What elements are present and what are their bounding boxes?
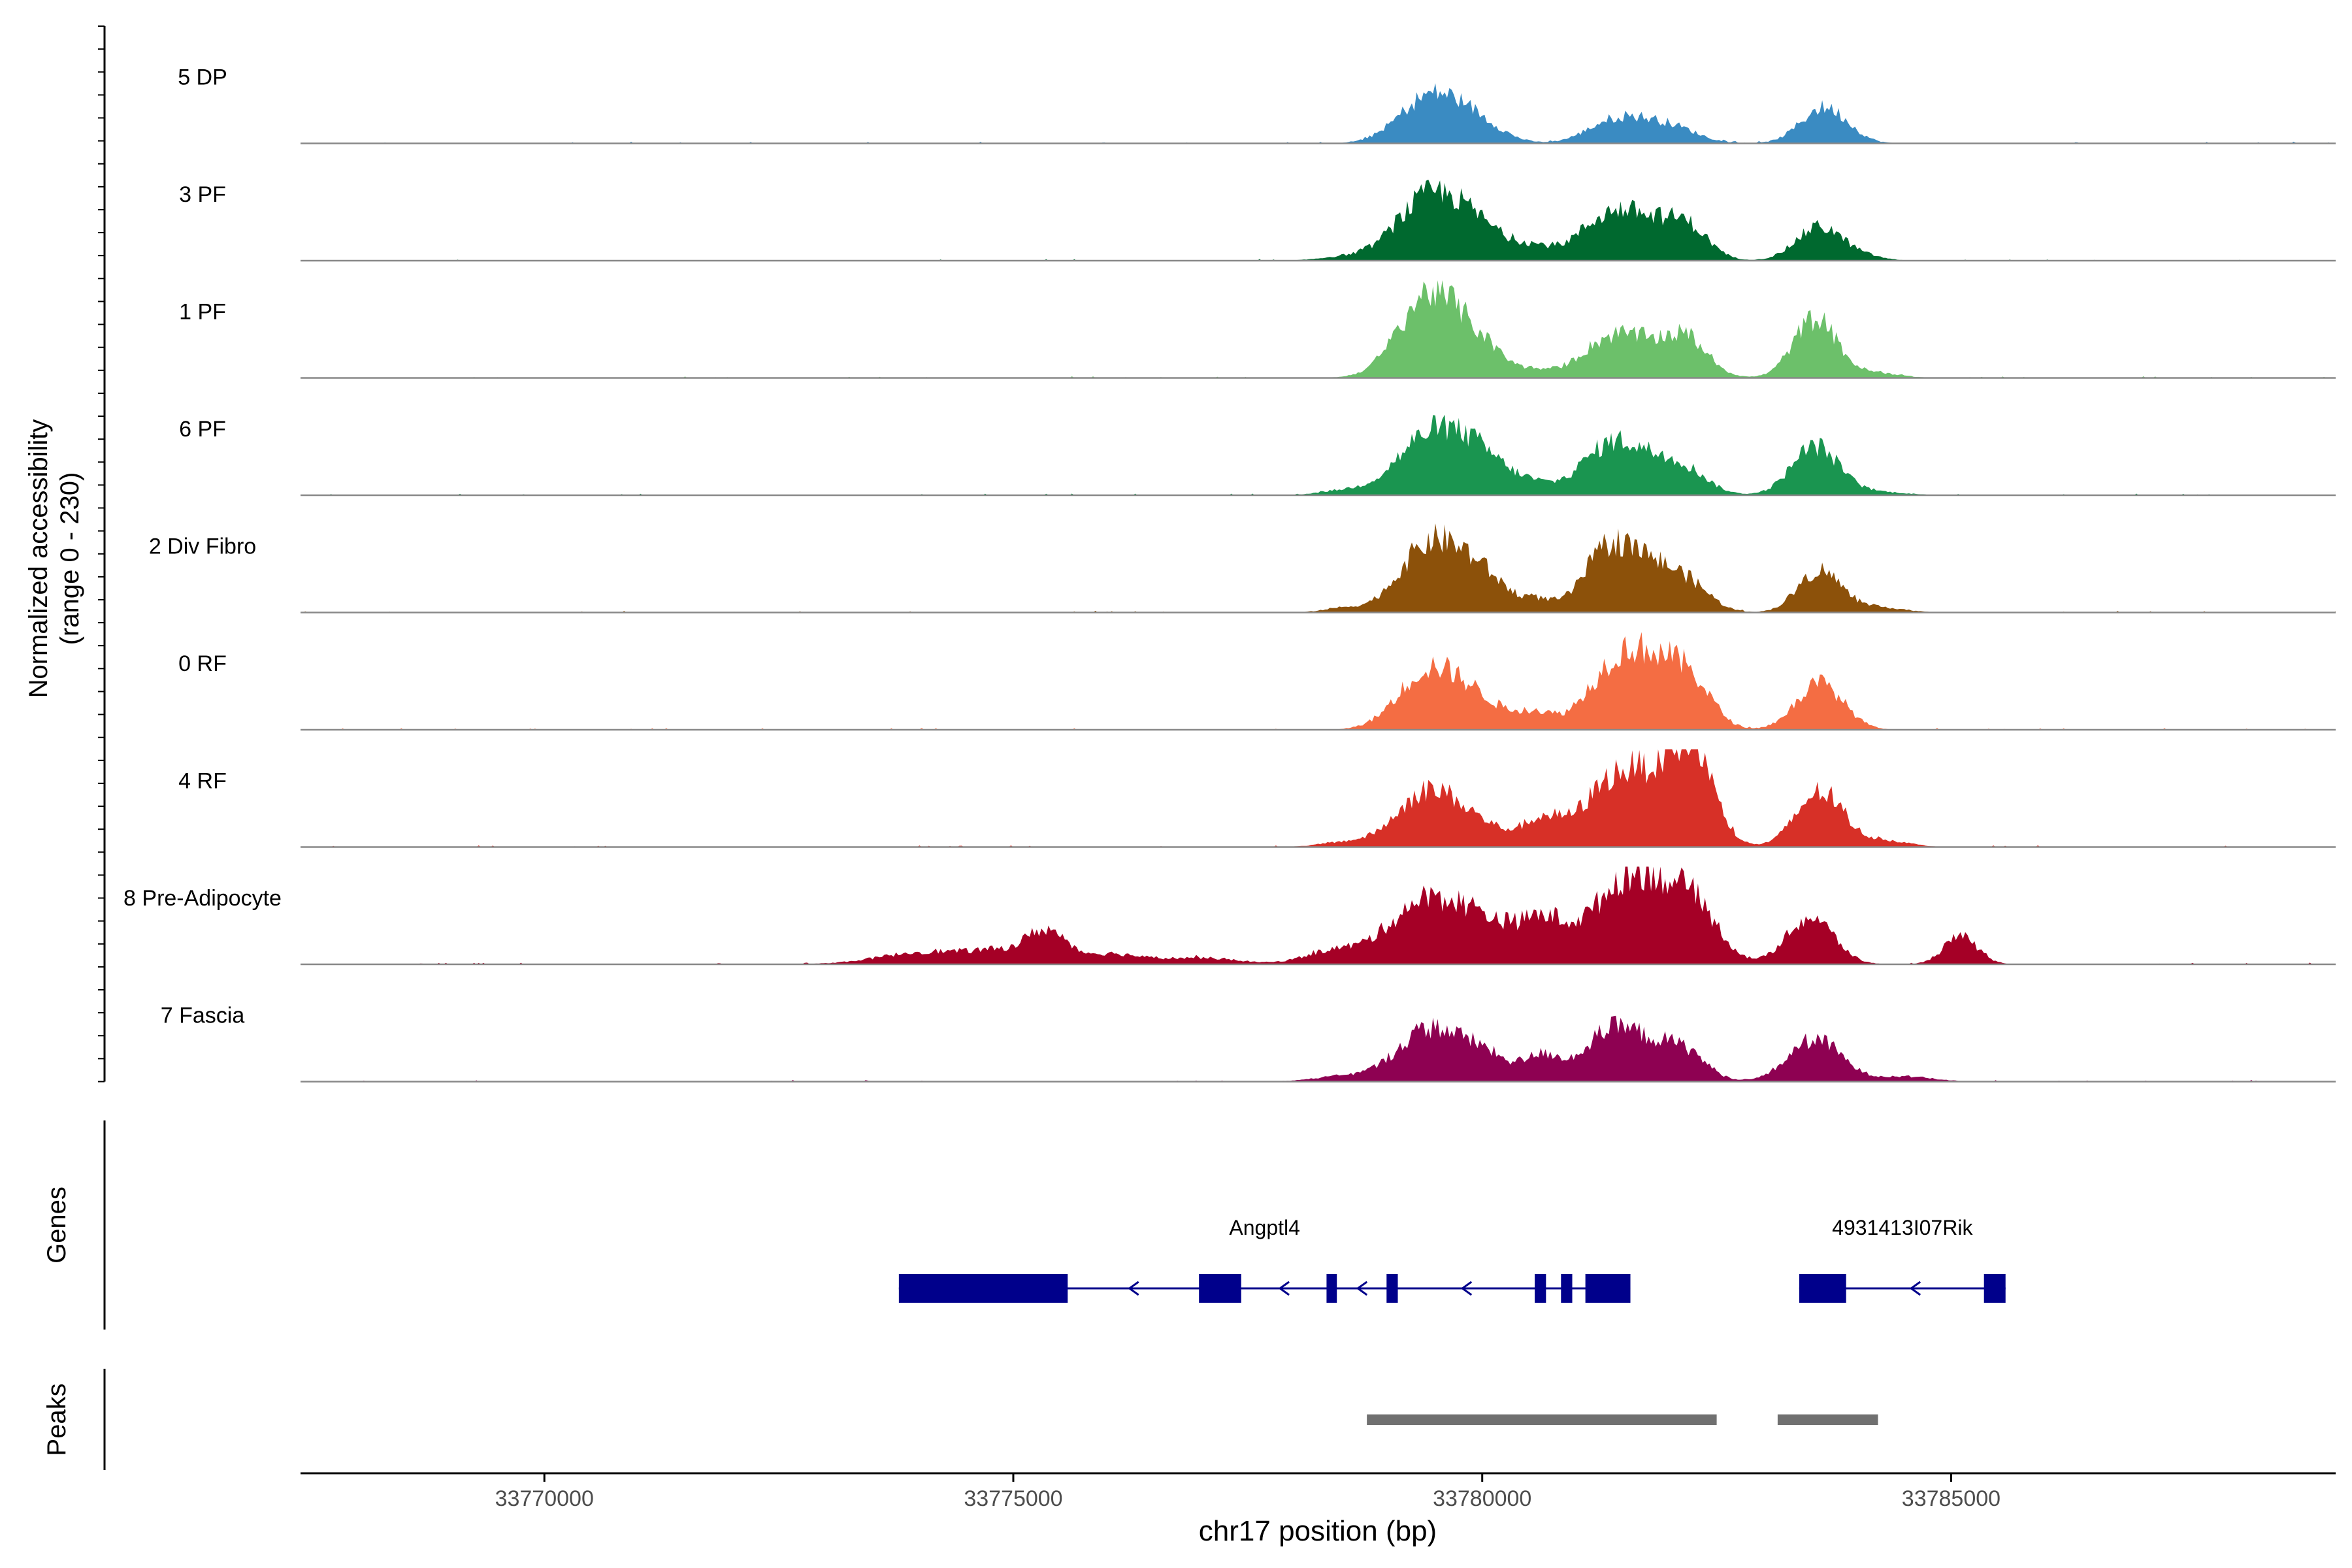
gene-4931413i07rik: 4931413I07Rik xyxy=(1799,1216,2006,1303)
gene-exon xyxy=(1326,1274,1337,1303)
x-tick-label: 33780000 xyxy=(1433,1486,1531,1511)
track-label: 8 Pre-Adipocyte xyxy=(123,886,282,911)
gene-name-label: Angptl4 xyxy=(1229,1216,1300,1239)
track-3-pf: 3 PF xyxy=(179,180,2336,262)
strand-arrow xyxy=(1278,1281,1290,1296)
gene-angptl4: Angptl4 xyxy=(898,1216,1631,1303)
peak-region-bar xyxy=(1777,1414,1878,1425)
coverage-area xyxy=(301,632,2336,730)
gene-name-label: 4931413I07Rik xyxy=(1832,1216,1973,1239)
track-0-rf: 0 RF xyxy=(178,632,2336,731)
strand-arrow xyxy=(1460,1281,1473,1296)
gene-exon xyxy=(1585,1274,1631,1303)
peak-region-bar xyxy=(1367,1414,1717,1425)
coverage-area xyxy=(301,749,2336,847)
gene-exon xyxy=(1199,1274,1241,1303)
strand-arrow xyxy=(1128,1281,1139,1296)
coverage-tracks: 5 DP 3 PF 1 PF 6 PF 2 Div Fibro 0 RF 4 RF 8 Pre… xyxy=(123,65,2336,1083)
accessibility-y-axis xyxy=(98,25,106,1083)
position-x-axis: 33770000 33775000 33780000 33785000 xyxy=(495,1473,2001,1511)
track-6-pf: 6 PF xyxy=(179,414,2336,497)
x-tick-label: 33785000 xyxy=(1902,1486,2001,1511)
y-axis-title-line1: Normalized accessibility xyxy=(24,419,53,698)
coverage-area xyxy=(301,866,2336,964)
gene-exon xyxy=(1561,1274,1573,1303)
x-tick-label: 33775000 xyxy=(964,1486,1062,1511)
track-4-rf: 4 RF xyxy=(178,749,2336,848)
track-2-div-fibro: 2 Div Fibro xyxy=(149,523,2336,613)
gene-annotation-track: Angptl4 4931413I07Rik xyxy=(898,1216,2006,1303)
coverage-area xyxy=(301,280,2336,378)
gene-exon xyxy=(1386,1274,1398,1303)
track-7-fascia: 7 Fascia xyxy=(161,1004,2336,1083)
track-label: 3 PF xyxy=(179,182,226,207)
track-8-pre-adipocyte: 8 Pre-Adipocyte xyxy=(123,866,2336,966)
coverage-area xyxy=(301,1015,2336,1082)
track-5-dp: 5 DP xyxy=(178,65,2336,144)
track-label: 1 PF xyxy=(179,300,226,325)
gene-exon xyxy=(1984,1274,2006,1303)
gene-exon xyxy=(1535,1274,1546,1303)
peak-region-track xyxy=(1367,1414,1878,1425)
coverage-area xyxy=(301,414,2336,495)
x-tick-label: 33770000 xyxy=(495,1486,594,1511)
coverage-area xyxy=(301,523,2336,613)
track-1-pf: 1 PF xyxy=(179,280,2336,379)
track-label: 2 Div Fibro xyxy=(149,534,256,559)
peaks-panel-label: Peaks xyxy=(42,1383,71,1456)
coverage-area xyxy=(301,83,2336,144)
gene-exon xyxy=(1799,1274,1846,1303)
strand-arrow xyxy=(1356,1281,1368,1296)
coverage-area xyxy=(301,180,2336,261)
genes-panel-label: Genes xyxy=(42,1186,71,1264)
y-axis-title-line2: (range 0 - 230) xyxy=(56,472,84,645)
x-axis-title: chr17 position (bp) xyxy=(1199,1515,1437,1547)
track-label: 7 Fascia xyxy=(161,1004,245,1028)
track-label: 4 RF xyxy=(178,769,227,794)
gene-exon xyxy=(898,1274,1068,1303)
strand-arrow xyxy=(1909,1281,1921,1296)
track-label: 5 DP xyxy=(178,65,227,90)
track-label: 6 PF xyxy=(179,417,226,442)
track-label: 0 RF xyxy=(178,651,227,676)
